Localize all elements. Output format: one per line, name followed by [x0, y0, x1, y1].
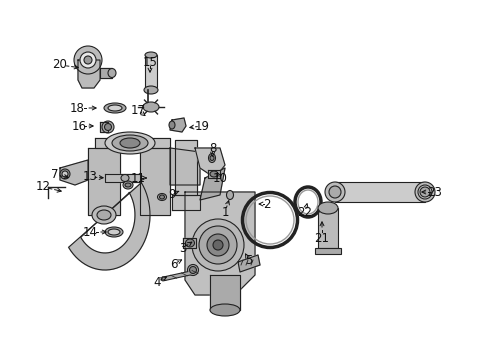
Ellipse shape — [80, 52, 96, 68]
Polygon shape — [170, 148, 200, 185]
Ellipse shape — [104, 123, 112, 130]
Polygon shape — [172, 195, 200, 210]
Text: 16: 16 — [72, 120, 87, 132]
Ellipse shape — [169, 121, 175, 129]
Polygon shape — [140, 148, 170, 215]
Ellipse shape — [125, 183, 131, 187]
Text: 21: 21 — [315, 231, 329, 244]
Text: 17: 17 — [130, 104, 146, 117]
Ellipse shape — [192, 219, 244, 271]
Ellipse shape — [325, 182, 345, 202]
Text: 1: 1 — [221, 206, 229, 219]
Polygon shape — [105, 174, 140, 182]
Text: 9: 9 — [168, 188, 176, 201]
Ellipse shape — [144, 86, 158, 94]
Text: 22: 22 — [297, 206, 313, 219]
Ellipse shape — [420, 187, 430, 197]
Bar — [145, 55, 157, 87]
Text: 2: 2 — [263, 198, 271, 211]
Text: 19: 19 — [195, 120, 210, 132]
Polygon shape — [238, 255, 260, 272]
Ellipse shape — [123, 181, 133, 189]
Polygon shape — [100, 122, 108, 132]
Ellipse shape — [329, 186, 341, 198]
Text: 15: 15 — [143, 55, 157, 68]
Polygon shape — [208, 170, 220, 178]
Ellipse shape — [108, 105, 122, 111]
Ellipse shape — [160, 195, 165, 199]
Polygon shape — [210, 275, 240, 310]
Ellipse shape — [210, 156, 214, 161]
Polygon shape — [183, 238, 196, 248]
Ellipse shape — [92, 206, 116, 224]
Ellipse shape — [62, 171, 68, 177]
Text: 4: 4 — [153, 275, 161, 288]
Bar — [318, 208, 338, 248]
Polygon shape — [170, 118, 186, 132]
Ellipse shape — [226, 190, 234, 199]
Ellipse shape — [120, 138, 140, 148]
Ellipse shape — [112, 135, 148, 151]
Ellipse shape — [108, 229, 120, 235]
Ellipse shape — [418, 185, 432, 199]
Ellipse shape — [415, 182, 435, 202]
Text: 18: 18 — [70, 102, 84, 114]
Ellipse shape — [207, 234, 229, 256]
Ellipse shape — [74, 46, 102, 74]
Ellipse shape — [186, 239, 195, 247]
Polygon shape — [195, 148, 225, 178]
Text: 20: 20 — [52, 58, 68, 72]
Ellipse shape — [104, 103, 126, 113]
Ellipse shape — [157, 194, 167, 201]
Text: 23: 23 — [428, 185, 442, 198]
Ellipse shape — [84, 56, 92, 64]
Ellipse shape — [190, 266, 196, 274]
Ellipse shape — [318, 202, 338, 214]
Ellipse shape — [108, 68, 116, 77]
Text: 5: 5 — [245, 253, 253, 266]
Polygon shape — [78, 60, 100, 88]
Polygon shape — [100, 68, 112, 78]
Ellipse shape — [213, 240, 223, 250]
Polygon shape — [60, 160, 88, 185]
Ellipse shape — [188, 265, 198, 275]
Ellipse shape — [105, 132, 155, 154]
Text: 8: 8 — [209, 141, 217, 154]
Ellipse shape — [199, 226, 237, 264]
Polygon shape — [200, 168, 225, 200]
Text: 6: 6 — [170, 257, 178, 270]
Polygon shape — [88, 148, 120, 215]
Text: 10: 10 — [213, 171, 227, 184]
Ellipse shape — [209, 153, 216, 162]
Polygon shape — [95, 138, 170, 148]
Ellipse shape — [210, 304, 240, 316]
Ellipse shape — [145, 52, 157, 58]
Polygon shape — [185, 192, 255, 295]
Polygon shape — [69, 183, 150, 270]
Ellipse shape — [210, 171, 218, 177]
Text: 12: 12 — [35, 180, 50, 194]
Text: 3: 3 — [179, 242, 187, 255]
Polygon shape — [175, 140, 197, 195]
Ellipse shape — [102, 121, 114, 133]
Text: 7: 7 — [51, 168, 59, 181]
Ellipse shape — [121, 175, 129, 181]
Text: 13: 13 — [82, 171, 98, 184]
Text: 14: 14 — [82, 225, 98, 238]
Text: 11: 11 — [130, 171, 146, 184]
Ellipse shape — [97, 210, 111, 220]
Bar — [335, 182, 425, 202]
Bar — [315, 248, 341, 254]
Ellipse shape — [143, 102, 159, 112]
Ellipse shape — [105, 227, 123, 237]
Ellipse shape — [60, 169, 70, 179]
